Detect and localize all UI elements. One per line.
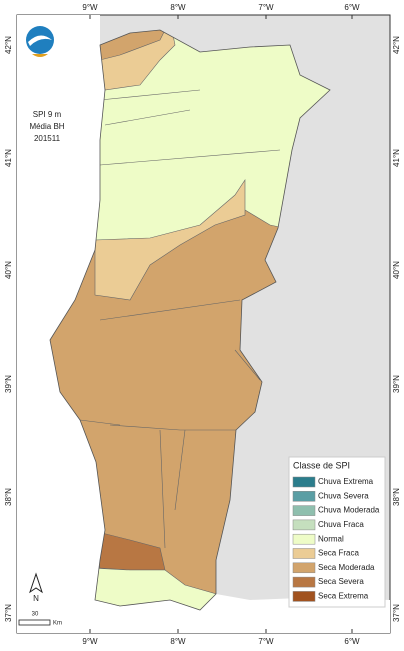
lat-label: 42°N <box>4 36 13 54</box>
legend-swatch <box>292 476 316 488</box>
lon-label: 7°W <box>258 3 274 12</box>
country-outline <box>49 29 331 611</box>
scale-bar <box>18 619 51 626</box>
legend-swatch <box>292 562 316 574</box>
legend-label: Seca Extrema <box>318 592 369 601</box>
title-line: 201511 <box>34 134 61 143</box>
lon-label: 9°W <box>82 637 98 646</box>
legend-swatch <box>292 591 316 602</box>
scale-unit: Km <box>53 621 62 627</box>
lat-label: 37°N <box>4 604 13 622</box>
lat-label: 38°N <box>392 488 401 506</box>
legend-swatch <box>292 505 316 516</box>
legend-label: Chuva Severa <box>318 491 369 500</box>
lon-label: 7°W <box>258 637 274 646</box>
legend-label: Seca Severa <box>318 577 364 586</box>
north-arrow: N <box>29 572 43 603</box>
legend-swatch <box>292 576 316 588</box>
legend-swatch <box>292 548 316 559</box>
logo <box>26 26 54 57</box>
lat-label: 41°N <box>392 149 401 167</box>
scale-label: 30 <box>32 612 39 618</box>
legend-title: Classe de SPI <box>293 460 350 470</box>
legend-label: Normal <box>318 534 344 543</box>
legend-swatch <box>292 533 316 545</box>
lat-label: 39°N <box>392 375 401 393</box>
lat-label: 39°N <box>4 375 13 393</box>
lon-label: 6°W <box>344 3 360 12</box>
lat-label: 40°N <box>392 261 401 279</box>
legend-label: Seca Moderada <box>318 563 375 572</box>
title-line: Média BH <box>29 122 64 131</box>
legend-label: Chuva Fraca <box>318 520 364 529</box>
title-line: SPI 9 m <box>33 110 62 119</box>
lat-label: 37°N <box>392 604 401 622</box>
lat-label: 40°N <box>4 261 13 279</box>
legend-label: Seca Fraca <box>318 549 359 558</box>
lon-label: 6°W <box>344 637 360 646</box>
legend-label: Chuva Moderada <box>318 506 380 515</box>
lat-label: 41°N <box>4 149 13 167</box>
north-label: N <box>33 594 39 603</box>
legend-swatch <box>292 519 316 531</box>
lat-label: 38°N <box>4 488 13 506</box>
lat-label: 42°N <box>392 36 401 54</box>
lon-label: 9°W <box>82 3 98 12</box>
lon-label: 8°W <box>170 3 186 12</box>
sea <box>17 15 390 633</box>
legend-label: Chuva Extrema <box>318 477 374 486</box>
legend-swatch <box>292 491 316 502</box>
lon-label: 8°W <box>170 637 186 646</box>
